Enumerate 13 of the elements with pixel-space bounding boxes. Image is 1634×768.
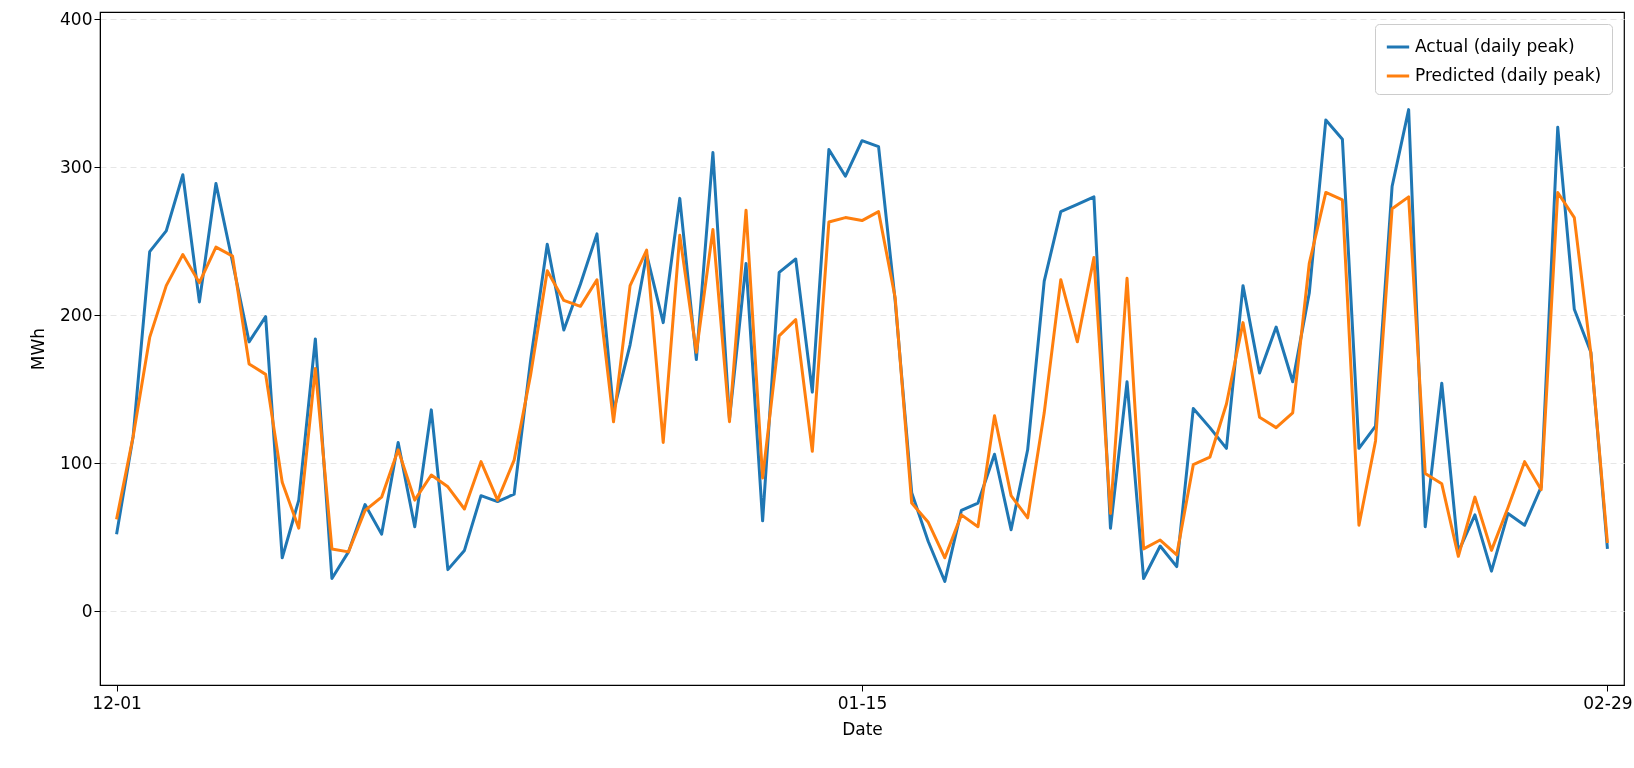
x-axis-title: Date — [842, 718, 883, 739]
line-series — [115, 190, 1609, 560]
x-tick-label: 01-15 — [837, 692, 888, 713]
y-tick-label: 0 — [81, 600, 93, 621]
x-tick-label: 12-01 — [92, 692, 142, 713]
legend-label: Predicted (daily peak) — [1415, 65, 1602, 85]
y-tick-label: 300 — [60, 156, 93, 177]
y-tick-label: 400 — [60, 8, 93, 29]
y-axis-title: MWh — [28, 327, 49, 371]
y-tick-label: 100 — [60, 452, 93, 473]
x-tick-label: 02-29 — [1583, 692, 1633, 713]
legend-label: Actual (daily peak) — [1415, 36, 1575, 56]
y-tick-label: 200 — [60, 304, 93, 325]
